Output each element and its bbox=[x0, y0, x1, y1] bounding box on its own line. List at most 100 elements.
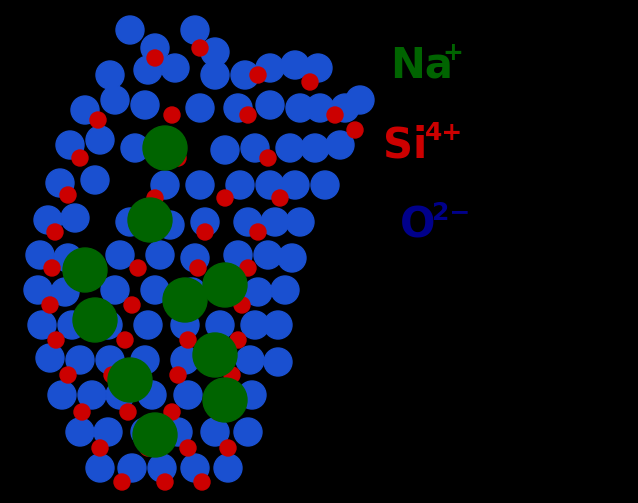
Circle shape bbox=[187, 297, 203, 313]
Circle shape bbox=[281, 51, 309, 79]
Text: 2−: 2− bbox=[432, 201, 470, 225]
Circle shape bbox=[204, 346, 232, 374]
Circle shape bbox=[241, 134, 269, 162]
Circle shape bbox=[108, 358, 152, 402]
Circle shape bbox=[241, 311, 269, 339]
Circle shape bbox=[106, 241, 134, 269]
Circle shape bbox=[286, 208, 314, 236]
Circle shape bbox=[206, 311, 234, 339]
Circle shape bbox=[231, 61, 259, 89]
Circle shape bbox=[94, 418, 122, 446]
Circle shape bbox=[118, 454, 146, 482]
Circle shape bbox=[260, 150, 276, 166]
Circle shape bbox=[86, 454, 114, 482]
Circle shape bbox=[54, 244, 82, 272]
Circle shape bbox=[193, 333, 237, 377]
Circle shape bbox=[117, 332, 133, 348]
Circle shape bbox=[234, 297, 250, 313]
Circle shape bbox=[138, 381, 166, 409]
Circle shape bbox=[131, 346, 159, 374]
Text: 4+: 4+ bbox=[425, 121, 463, 145]
Text: +: + bbox=[442, 41, 463, 65]
Circle shape bbox=[211, 136, 239, 164]
Circle shape bbox=[244, 278, 272, 306]
Circle shape bbox=[201, 61, 229, 89]
Circle shape bbox=[96, 61, 124, 89]
Circle shape bbox=[272, 190, 288, 206]
Circle shape bbox=[147, 50, 163, 66]
Circle shape bbox=[92, 440, 108, 456]
Circle shape bbox=[137, 224, 153, 240]
Circle shape bbox=[164, 107, 180, 123]
Circle shape bbox=[47, 224, 63, 240]
Circle shape bbox=[104, 367, 120, 383]
Circle shape bbox=[181, 16, 209, 44]
Circle shape bbox=[58, 311, 86, 339]
Circle shape bbox=[238, 381, 266, 409]
Circle shape bbox=[121, 134, 149, 162]
Circle shape bbox=[240, 107, 256, 123]
Circle shape bbox=[346, 86, 374, 114]
Circle shape bbox=[186, 171, 214, 199]
Circle shape bbox=[116, 16, 144, 44]
Circle shape bbox=[191, 208, 219, 236]
Circle shape bbox=[216, 276, 244, 304]
Circle shape bbox=[186, 94, 214, 122]
Circle shape bbox=[203, 378, 247, 422]
Circle shape bbox=[234, 418, 262, 446]
Circle shape bbox=[74, 404, 90, 420]
Circle shape bbox=[131, 91, 159, 119]
Circle shape bbox=[224, 367, 240, 383]
Circle shape bbox=[240, 260, 256, 276]
Circle shape bbox=[56, 131, 84, 159]
Circle shape bbox=[101, 276, 129, 304]
Circle shape bbox=[180, 332, 196, 348]
Circle shape bbox=[44, 260, 60, 276]
Circle shape bbox=[134, 311, 162, 339]
Circle shape bbox=[220, 440, 236, 456]
Circle shape bbox=[264, 348, 292, 376]
Circle shape bbox=[281, 171, 309, 199]
Circle shape bbox=[224, 94, 252, 122]
Circle shape bbox=[230, 332, 246, 348]
Circle shape bbox=[194, 474, 210, 490]
Circle shape bbox=[271, 276, 299, 304]
Circle shape bbox=[120, 404, 136, 420]
Circle shape bbox=[78, 381, 106, 409]
Circle shape bbox=[146, 241, 174, 269]
Circle shape bbox=[34, 206, 62, 234]
Circle shape bbox=[278, 244, 306, 272]
Circle shape bbox=[180, 440, 196, 456]
Circle shape bbox=[128, 198, 172, 242]
Circle shape bbox=[46, 169, 74, 197]
Circle shape bbox=[147, 190, 163, 206]
Circle shape bbox=[197, 224, 213, 240]
Circle shape bbox=[190, 260, 206, 276]
Circle shape bbox=[286, 94, 314, 122]
Circle shape bbox=[151, 171, 179, 199]
Circle shape bbox=[134, 56, 162, 84]
Circle shape bbox=[250, 224, 266, 240]
Circle shape bbox=[36, 344, 64, 372]
Circle shape bbox=[140, 440, 156, 456]
Circle shape bbox=[148, 454, 176, 482]
Circle shape bbox=[210, 404, 226, 420]
Circle shape bbox=[72, 150, 88, 166]
Circle shape bbox=[94, 311, 122, 339]
Circle shape bbox=[174, 381, 202, 409]
Circle shape bbox=[347, 122, 363, 138]
Circle shape bbox=[141, 276, 169, 304]
Circle shape bbox=[73, 298, 117, 342]
Circle shape bbox=[206, 381, 234, 409]
Circle shape bbox=[164, 404, 180, 420]
Circle shape bbox=[306, 94, 334, 122]
Circle shape bbox=[170, 150, 186, 166]
Circle shape bbox=[26, 241, 54, 269]
Circle shape bbox=[224, 241, 252, 269]
Circle shape bbox=[28, 311, 56, 339]
Circle shape bbox=[311, 171, 339, 199]
Circle shape bbox=[201, 38, 229, 66]
Circle shape bbox=[143, 126, 187, 170]
Circle shape bbox=[101, 86, 129, 114]
Circle shape bbox=[116, 208, 144, 236]
